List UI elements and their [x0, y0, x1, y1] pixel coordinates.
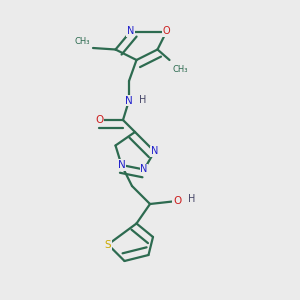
Text: N: N: [125, 95, 133, 106]
Text: CH₃: CH₃: [172, 64, 188, 74]
Text: O: O: [163, 26, 170, 37]
Text: CH₃: CH₃: [74, 38, 90, 46]
Text: N: N: [127, 26, 134, 37]
Text: O: O: [95, 115, 103, 125]
Text: H: H: [188, 194, 195, 205]
Text: N: N: [140, 164, 148, 175]
Text: H: H: [139, 94, 146, 105]
Text: N: N: [118, 160, 125, 170]
Text: O: O: [173, 196, 181, 206]
Text: N: N: [151, 146, 158, 157]
Text: S: S: [105, 239, 111, 250]
